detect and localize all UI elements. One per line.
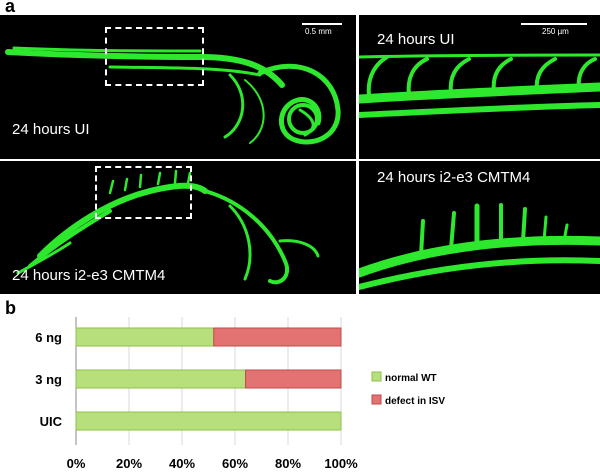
image-label: 24 hours i2-e3 CMTM4 [12,267,166,284]
scale-bar [302,23,342,25]
category-label: 3 ng [35,372,62,387]
micrograph-embryo-ui: 0.5 mm 24 hours UI [0,15,356,159]
zoom-region-box [95,166,192,219]
image-label: 24 hours i2-e3 CMTM4 [377,169,531,186]
scale-label: 0.5 mm [305,27,332,36]
x-tick-label: 20% [116,456,142,471]
panel-b-letter: b [5,298,16,318]
embryo-morphant-drawing [16,169,320,285]
stacked-bar-chart: 6 ng 3 ng UIC 0% 20% 40% 60% 80% 100% normal WT… [35,317,445,471]
image-label: 24 hours UI [377,31,455,48]
legend-swatch [371,394,382,405]
category-label: 6 ng [35,330,62,345]
bar-normal-wt [75,411,342,431]
legend-label: normal WT [385,373,437,384]
image-label: 24 hours UI [12,121,90,138]
embryo-ui-drawing [5,46,341,145]
bar-normal-wt [75,369,247,389]
micrograph-embryo-morphant: 24 hours i2-e3 CMTM4 [0,161,356,294]
bar-normal-wt [75,327,215,347]
micrograph-zoom-morphant: 24 hours i2-e3 CMTM4 [359,161,600,294]
bar-defect-isv [213,327,342,347]
bar-defect-isv [245,369,342,389]
x-tick-label: 0% [67,456,86,471]
legend-label: defect in ISV [385,396,445,407]
panel-a-letter: a [5,0,16,16]
zoom-ui-drawing [359,53,600,118]
x-tick-label: 40% [169,456,195,471]
category-label: UIC [40,414,63,429]
scale-label: 250 µm [542,27,569,36]
scale-bar [521,23,587,25]
x-tick-label: 100% [324,456,358,471]
x-tick-label: 80% [275,456,301,471]
zoom-region-box [105,27,204,86]
micrograph-zoom-ui: 250 µm 24 hours UI [359,15,600,159]
x-tick-label: 60% [222,456,248,471]
zoom-morphant-drawing [359,203,600,290]
legend-swatch [371,371,382,382]
